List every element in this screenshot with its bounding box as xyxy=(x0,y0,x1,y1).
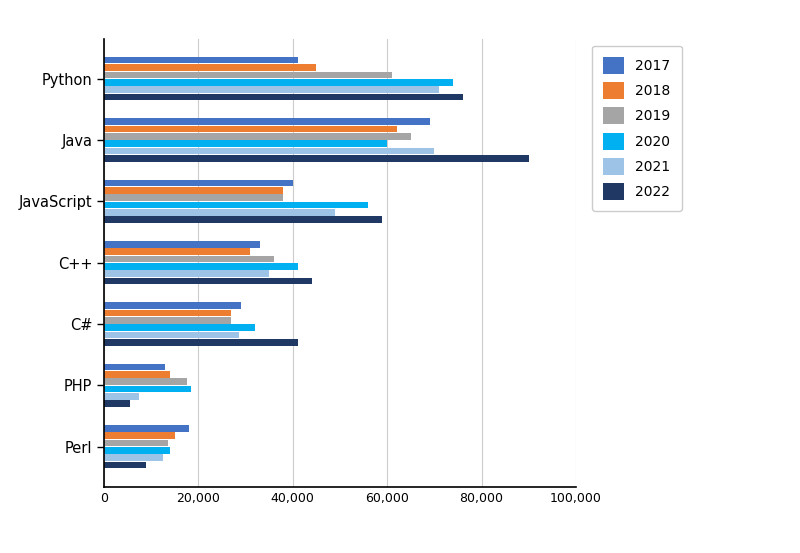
Bar xyxy=(104,310,231,316)
Bar xyxy=(104,378,186,385)
Bar xyxy=(104,447,170,454)
Bar xyxy=(104,248,250,255)
Bar xyxy=(104,71,392,78)
Bar xyxy=(104,216,382,223)
Bar xyxy=(104,209,335,216)
Bar xyxy=(104,325,255,331)
Bar xyxy=(104,194,283,201)
Bar xyxy=(104,202,368,208)
Bar xyxy=(104,400,130,407)
Bar xyxy=(104,64,316,71)
Bar xyxy=(104,148,434,154)
Bar xyxy=(104,364,166,371)
Bar xyxy=(104,393,139,400)
Bar xyxy=(104,432,175,439)
Bar xyxy=(104,425,189,432)
Bar xyxy=(104,241,260,248)
Bar xyxy=(104,133,411,139)
Bar xyxy=(104,180,293,186)
Bar xyxy=(104,371,170,378)
Bar xyxy=(104,317,231,324)
Bar xyxy=(104,187,283,194)
Bar xyxy=(104,126,397,132)
Bar xyxy=(104,140,387,147)
Bar xyxy=(104,440,168,446)
Bar xyxy=(104,57,298,64)
Bar xyxy=(104,455,163,461)
Bar xyxy=(104,278,312,284)
Bar xyxy=(104,263,298,270)
Bar xyxy=(104,339,298,346)
Bar xyxy=(104,86,439,93)
Bar xyxy=(104,155,529,161)
Bar xyxy=(104,93,462,100)
Bar xyxy=(104,462,146,468)
Bar xyxy=(104,386,191,393)
Bar xyxy=(104,332,238,338)
Bar xyxy=(104,302,241,309)
Bar xyxy=(104,118,430,125)
Legend: 2017, 2018, 2019, 2020, 2021, 2022: 2017, 2018, 2019, 2020, 2021, 2022 xyxy=(592,46,682,211)
Bar xyxy=(104,270,270,277)
Bar xyxy=(104,255,274,262)
Bar xyxy=(104,79,454,86)
